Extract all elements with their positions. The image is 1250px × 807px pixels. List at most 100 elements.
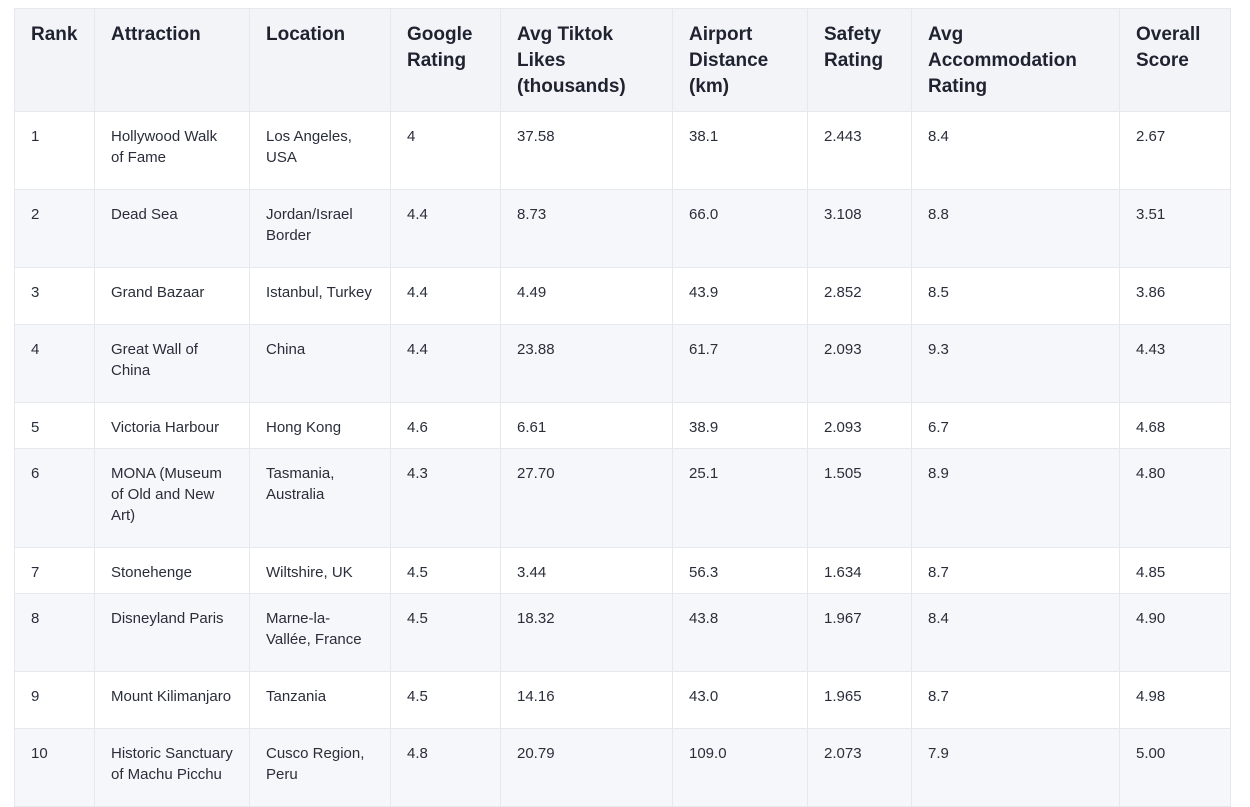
table-cell: 3.51	[1119, 189, 1231, 268]
table-row: 2 Dead Sea Jordan/Israel Border 4.4 8.73 66.0…	[14, 189, 1231, 268]
table-cell: 8.7	[911, 547, 1120, 594]
table-cell: Hong Kong	[249, 402, 391, 449]
table-cell: 37.58	[500, 111, 673, 190]
header-cell: Location	[249, 8, 391, 112]
table-cell: 4.3	[390, 448, 501, 548]
table-cell: Tanzania	[249, 671, 391, 729]
table-cell: Mount Kilimanjaro	[94, 671, 250, 729]
table-cell: 4.5	[390, 593, 501, 672]
table-row: 9 Mount Kilimanjaro Tanzania 4.5 14.16 43.0 1.…	[14, 671, 1231, 729]
table-head: Rank Attraction Location Google Rating Avg T…	[14, 8, 1231, 112]
table-cell: 5	[14, 402, 95, 449]
header-cell: Overall Score	[1119, 8, 1231, 112]
table-cell: 9.3	[911, 324, 1120, 403]
table-cell: Stonehenge	[94, 547, 250, 594]
table-cell: 4.4	[390, 189, 501, 268]
table-cell: 38.9	[672, 402, 808, 449]
table-row: 3 Grand Bazaar Istanbul, Turkey 4.4 4.49 43.9…	[14, 267, 1231, 325]
data-table: Rank Attraction Location Google Rating Avg T…	[14, 8, 1231, 807]
table-cell: Dead Sea	[94, 189, 250, 268]
table-cell: 8.7	[911, 671, 1120, 729]
table-cell: 1.965	[807, 671, 912, 729]
table-cell: 3.44	[500, 547, 673, 594]
table-cell: 43.0	[672, 671, 808, 729]
table-cell: 2.093	[807, 324, 912, 403]
table-cell: 4	[390, 111, 501, 190]
table-cell: 4.90	[1119, 593, 1231, 672]
table-cell: Cusco Region, Peru	[249, 728, 391, 807]
table-cell: 4.80	[1119, 448, 1231, 548]
table-cell: 66.0	[672, 189, 808, 268]
table-cell: 43.8	[672, 593, 808, 672]
table-cell: Los Angeles, USA	[249, 111, 391, 190]
table-cell: 109.0	[672, 728, 808, 807]
table-cell: 27.70	[500, 448, 673, 548]
table-cell: 8.4	[911, 593, 1120, 672]
table-cell: Hollywood Walk of Fame	[94, 111, 250, 190]
table-cell: 6.61	[500, 402, 673, 449]
table-cell: Great Wall of China	[94, 324, 250, 403]
table-cell: Grand Bazaar	[94, 267, 250, 325]
table-row: 7 Stonehenge Wiltshire, UK 4.5 3.44 56.3 1.634…	[14, 547, 1231, 594]
table-cell: 3	[14, 267, 95, 325]
table-cell: 10	[14, 728, 95, 807]
table-cell: 1.634	[807, 547, 912, 594]
table-cell: 4.43	[1119, 324, 1231, 403]
table-cell: 56.3	[672, 547, 808, 594]
table-cell: Marne-la-Vallée, France	[249, 593, 391, 672]
table-cell: 3.108	[807, 189, 912, 268]
table-cell: 1	[14, 111, 95, 190]
table-cell: 9	[14, 671, 95, 729]
header-cell: Google Rating	[390, 8, 501, 112]
header-cell: Rank	[14, 8, 95, 112]
table-cell: 8	[14, 593, 95, 672]
table-cell: 43.9	[672, 267, 808, 325]
table-cell: 61.7	[672, 324, 808, 403]
table-cell: 8.73	[500, 189, 673, 268]
table-cell: 8.5	[911, 267, 1120, 325]
header-row: Rank Attraction Location Google Rating Avg T…	[14, 8, 1231, 112]
table-row: 5 Victoria Harbour Hong Kong 4.6 6.61 38.9 2.0…	[14, 402, 1231, 449]
table-cell: 4.6	[390, 402, 501, 449]
table-cell: MONA (Museum of Old and New Art)	[94, 448, 250, 548]
table-cell: 1.505	[807, 448, 912, 548]
table-row: 10 Historic Sanctuary of Machu Picchu Cusc…	[14, 728, 1231, 807]
table-cell: 2.073	[807, 728, 912, 807]
table-row: 8 Disneyland Paris Marne-la-Vallée, France…	[14, 593, 1231, 672]
table-cell: 4	[14, 324, 95, 403]
table-cell: 2	[14, 189, 95, 268]
header-cell: Safety Rating	[807, 8, 912, 112]
table-cell: Victoria Harbour	[94, 402, 250, 449]
table-cell: 5.00	[1119, 728, 1231, 807]
table-cell: Disneyland Paris	[94, 593, 250, 672]
table-cell: 8.8	[911, 189, 1120, 268]
table-cell: 2.852	[807, 267, 912, 325]
table-cell: 25.1	[672, 448, 808, 548]
table-cell: 4.98	[1119, 671, 1231, 729]
table-cell: Tasmania, Australia	[249, 448, 391, 548]
table-cell: 3.86	[1119, 267, 1231, 325]
table-cell: 6.7	[911, 402, 1120, 449]
table-cell: 4.4	[390, 267, 501, 325]
table-cell: 2.67	[1119, 111, 1231, 190]
table-cell: 4.4	[390, 324, 501, 403]
table-cell: 2.443	[807, 111, 912, 190]
table-cell: 4.85	[1119, 547, 1231, 594]
table-cell: 8.9	[911, 448, 1120, 548]
table-cell: Wiltshire, UK	[249, 547, 391, 594]
table-cell: 38.1	[672, 111, 808, 190]
table-cell: 4.49	[500, 267, 673, 325]
table-cell: 7	[14, 547, 95, 594]
table-cell: 6	[14, 448, 95, 548]
table-cell: 8.4	[911, 111, 1120, 190]
table-cell: Istanbul, Turkey	[249, 267, 391, 325]
table-cell: 4.5	[390, 671, 501, 729]
header-cell: Attraction	[94, 8, 250, 112]
table-body: 1 Hollywood Walk of Fame Los Angeles, USA 4…	[14, 111, 1231, 807]
table-row: 4 Great Wall of China China 4.4 23.88 61.7 2.0…	[14, 324, 1231, 403]
table-cell: Jordan/Israel Border	[249, 189, 391, 268]
header-cell: Airport Distance (km)	[672, 8, 808, 112]
table-cell: 4.5	[390, 547, 501, 594]
